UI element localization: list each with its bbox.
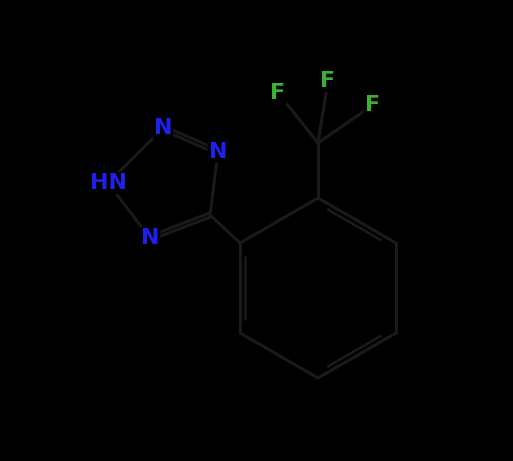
Text: F: F [270,83,286,103]
Text: F: F [365,95,381,115]
Text: HN: HN [89,173,127,193]
Text: F: F [321,71,336,91]
Text: N: N [209,142,227,162]
Text: N: N [141,228,159,248]
Text: N: N [154,118,172,138]
